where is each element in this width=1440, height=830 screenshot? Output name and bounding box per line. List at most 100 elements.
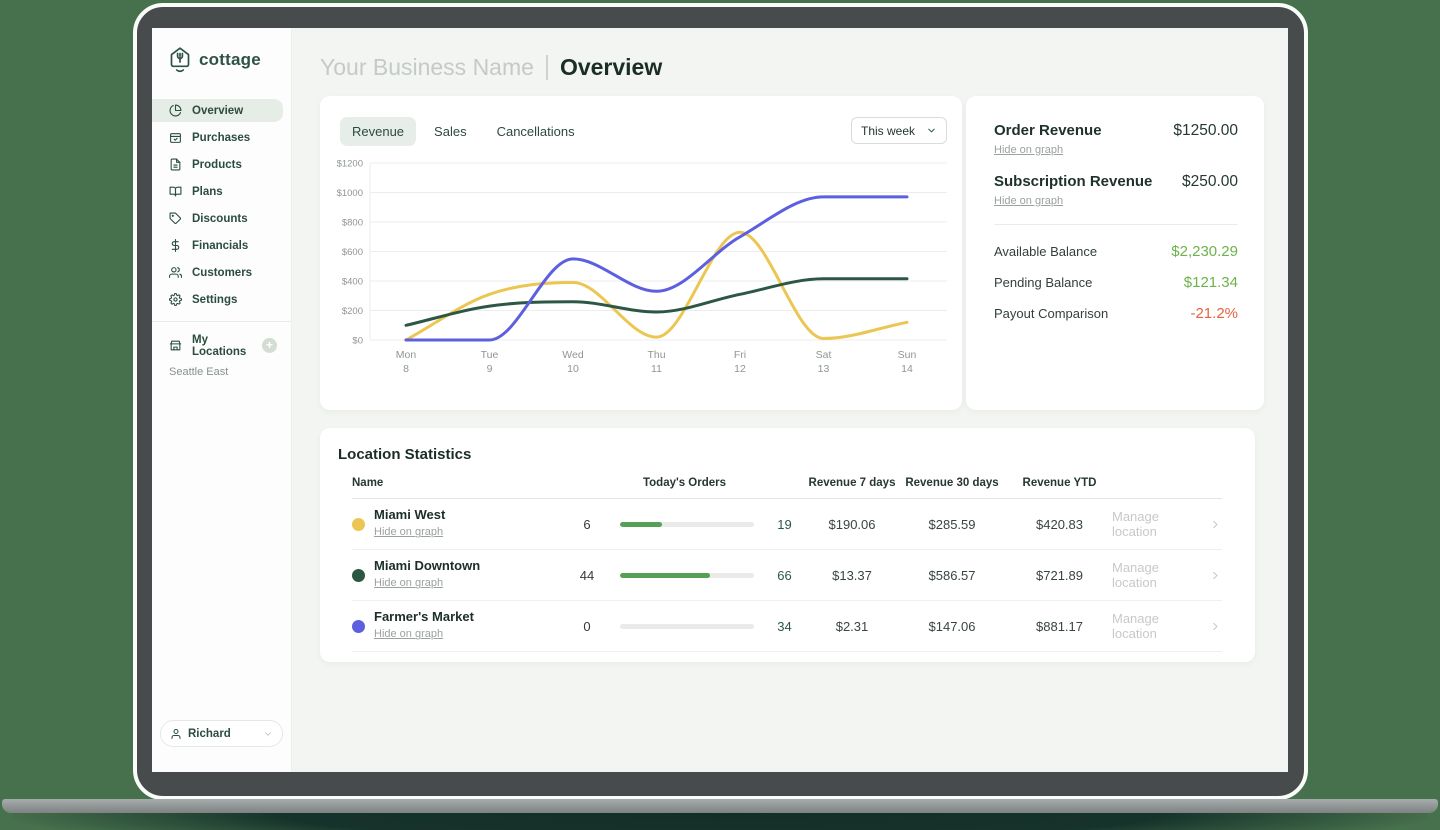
- table-header-row: Name Today's Orders Revenue 7 days Reven…: [352, 477, 1222, 499]
- date-range-select[interactable]: This week: [851, 117, 947, 144]
- sidebar-item-settings[interactable]: Settings: [152, 288, 283, 311]
- revenue-ytd: $420.83: [1036, 516, 1083, 532]
- discounts-icon: [169, 212, 182, 225]
- sidebar-item-plans[interactable]: Plans: [152, 180, 283, 203]
- page-header: Your Business Name Overview: [320, 54, 662, 81]
- sidebar-item-label: Purchases: [192, 131, 251, 144]
- revenue-item: Order Revenue $1250.00 Hide on graph: [994, 122, 1238, 158]
- user-menu-button[interactable]: Richard: [160, 720, 283, 747]
- revenue-30d: $147.06: [928, 618, 976, 634]
- tab-cancellations[interactable]: Cancellations: [496, 124, 575, 139]
- orders-today: 0: [583, 618, 591, 634]
- manage-location-label: Manage location: [1112, 560, 1159, 590]
- revenue-7d: $13.37: [832, 567, 872, 583]
- hide-on-graph-link[interactable]: Hide on graph: [374, 577, 444, 590]
- svg-text:$800: $800: [342, 218, 363, 229]
- chevron-right-icon: [1209, 569, 1222, 582]
- orders-progress-bar: [620, 572, 754, 578]
- sidebar-item-discounts[interactable]: Discounts: [152, 207, 283, 230]
- sidebar-item-label: Settings: [192, 293, 238, 306]
- header-revenue-ytd: Revenue YTD: [1022, 477, 1097, 489]
- svg-text:$600: $600: [342, 247, 363, 258]
- chart-line-farmer-s-market: [404, 195, 909, 342]
- svg-text:11: 11: [651, 363, 662, 375]
- header-revenue-30-days: Revenue 30 days: [905, 477, 999, 489]
- revenue-items: Order Revenue $1250.00 Hide on graph Subscr…: [994, 122, 1238, 209]
- add-location-button[interactable]: +: [262, 338, 277, 353]
- business-name: Your Business Name: [320, 54, 534, 80]
- date-range-value: This week: [861, 123, 916, 138]
- chevron-down-icon: [926, 125, 937, 136]
- sidebar-item-purchases[interactable]: Purchases: [152, 126, 283, 149]
- orders-total: 34: [777, 618, 792, 634]
- storefront-icon: [169, 339, 182, 352]
- header-todays-orders: Today's Orders: [642, 477, 727, 489]
- svg-text:12: 12: [734, 363, 746, 375]
- manage-location-button[interactable]: Manage location: [1112, 509, 1222, 539]
- svg-text:Sat: Sat: [816, 349, 832, 361]
- svg-text:8: 8: [403, 363, 409, 375]
- chart-tabs: Revenue Sales Cancellations: [340, 117, 587, 146]
- svg-text:9: 9: [487, 363, 493, 375]
- sidebar-item-label: Products: [192, 158, 242, 171]
- manage-location-button[interactable]: Manage location: [1112, 560, 1222, 590]
- table-row: Farmer's Market Hide on graph 0 34 $2.31 $147…: [352, 601, 1222, 652]
- tab-revenue[interactable]: Revenue: [340, 117, 417, 146]
- orders-progress-bar: [620, 623, 754, 629]
- sidebar-location-seattle-east[interactable]: Seattle East: [169, 366, 229, 378]
- laptop-shadow: [12, 813, 1428, 830]
- orders-today: 6: [583, 516, 591, 532]
- revenue-ytd: $721.89: [1036, 567, 1083, 583]
- location-color-dot: [352, 619, 365, 633]
- cottage-house-icon: [170, 47, 190, 73]
- location-name: Farmer's Market: [374, 608, 474, 624]
- title-divider: [545, 55, 548, 80]
- sidebar-item-financials[interactable]: Financials: [152, 234, 283, 257]
- hide-on-graph-link[interactable]: Hide on graph: [994, 144, 1064, 156]
- hide-on-graph-link[interactable]: Hide on graph: [994, 195, 1064, 207]
- location-table: Name Today's Orders Revenue 7 days Reven…: [352, 477, 1222, 652]
- revenue-chart: $0 $200 $400 $600 $800 $1000 $1200 Mon 8 Tue 9 Wed 1…: [337, 159, 947, 375]
- brand-name: cottage: [199, 50, 261, 69]
- balance-label: Payout Comparison: [994, 306, 1109, 321]
- revenue-summary-card: Order Revenue $1250.00 Hide on graph Subscr…: [966, 96, 1264, 410]
- sidebar-my-locations[interactable]: My Locations +: [152, 333, 283, 358]
- svg-text:10: 10: [567, 363, 579, 375]
- sidebar-item-overview[interactable]: Overview: [152, 99, 283, 122]
- panel-divider: [994, 224, 1238, 225]
- sidebar-item-customers[interactable]: Customers: [152, 261, 283, 284]
- balance-row: Payout Comparison -21.2%: [994, 305, 1238, 322]
- balance-row: Pending Balance $121.34: [994, 274, 1238, 291]
- hide-on-graph-link[interactable]: Hide on graph: [374, 526, 444, 539]
- sidebar-item-products[interactable]: Products: [152, 153, 283, 176]
- purchases-icon: [169, 131, 182, 144]
- svg-text:13: 13: [818, 363, 830, 375]
- balance-label: Pending Balance: [994, 275, 1093, 290]
- chevron-right-icon: [1209, 620, 1222, 633]
- app-screen: cottage Overview Purchases Products Plans Di…: [152, 28, 1288, 772]
- tab-sales[interactable]: Sales: [434, 124, 467, 139]
- svg-text:14: 14: [901, 363, 913, 375]
- sidebar-item-label: Discounts: [192, 212, 248, 225]
- chart-line-miami-west: [404, 230, 909, 342]
- balance-value: $2,230.29: [1171, 243, 1238, 260]
- svg-text:Sun: Sun: [898, 349, 917, 361]
- balance-label: Available Balance: [994, 244, 1098, 259]
- table-row: Miami Downtown Hide on graph 44 66 $13.37 $58…: [352, 550, 1222, 601]
- header-name: Name: [352, 477, 384, 489]
- revenue-30d: $586.57: [928, 567, 976, 583]
- revenue-7d: $190.06: [828, 516, 876, 532]
- manage-location-button[interactable]: Manage location: [1112, 611, 1222, 641]
- sidebar-divider: [152, 321, 291, 322]
- svg-text:Thu: Thu: [647, 349, 665, 361]
- my-locations-label: My Locations: [192, 333, 247, 358]
- revenue-chart-card: Revenue Sales Cancellations This week $0…: [320, 96, 962, 410]
- balance-value: -21.2%: [1190, 305, 1238, 322]
- person-icon: [170, 728, 182, 740]
- sidebar: cottage Overview Purchases Products Plans Di…: [152, 28, 292, 772]
- orders-progress-bar: [620, 521, 754, 527]
- hide-on-graph-link[interactable]: Hide on graph: [374, 628, 444, 641]
- page-title: Overview: [559, 54, 663, 80]
- sidebar-item-label: Customers: [192, 266, 253, 279]
- products-icon: [169, 158, 182, 171]
